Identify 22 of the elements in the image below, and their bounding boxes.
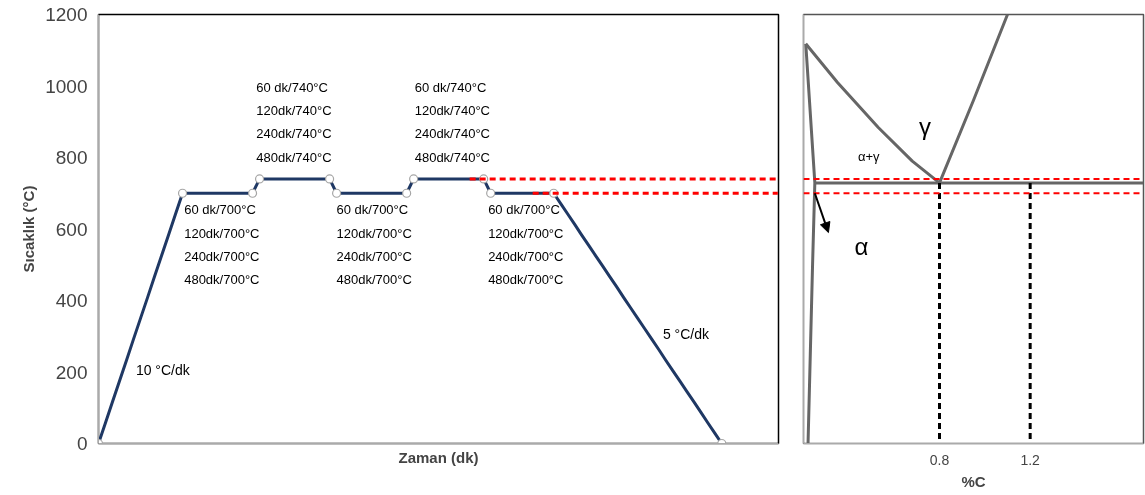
annotation: 60 dk/740°C 120dk/740°C 240dk/740°C 480dk/740°C: [256, 79, 332, 165]
annotation: α: [854, 232, 869, 260]
y-axis-title: Sıcaklık (°C): [20, 185, 38, 273]
annotation: 60 dk/700°C 120dk/700°C 240dk/700°C 480dk/700°C: [184, 202, 260, 288]
y-tick-label: 400: [55, 290, 88, 311]
x-tick-label: 1.2: [1020, 451, 1041, 468]
x-axis-title: %C: [961, 472, 986, 490]
annotation: 10 °C/dk: [135, 361, 191, 378]
annotation: α+γ: [857, 148, 881, 164]
y-tick-label: 0: [76, 433, 88, 454]
annotation: γ: [919, 112, 932, 140]
annotation: 5 °C/dk: [662, 325, 710, 342]
y-tick-label: 600: [55, 218, 88, 240]
annotation: 60 dk/700°C 120dk/700°C 240dk/700°C 480dk/700°C: [488, 202, 564, 288]
y-tick-label: 800: [55, 147, 88, 168]
annotation: 60 dk/740°C 120dk/740°C 240dk/740°C 480dk/740°C: [414, 79, 491, 165]
y-tick-label: 1000: [45, 75, 88, 97]
y-tick-label: 200: [55, 361, 88, 383]
x-axis-title: Zaman (dk): [398, 448, 479, 466]
x-tick-label: 0.8: [929, 451, 950, 468]
annotation: 60 dk/700°C 120dk/700°C 240dk/700°C 480dk/700°C: [336, 202, 412, 288]
y-tick-label: 1200: [45, 4, 88, 25]
